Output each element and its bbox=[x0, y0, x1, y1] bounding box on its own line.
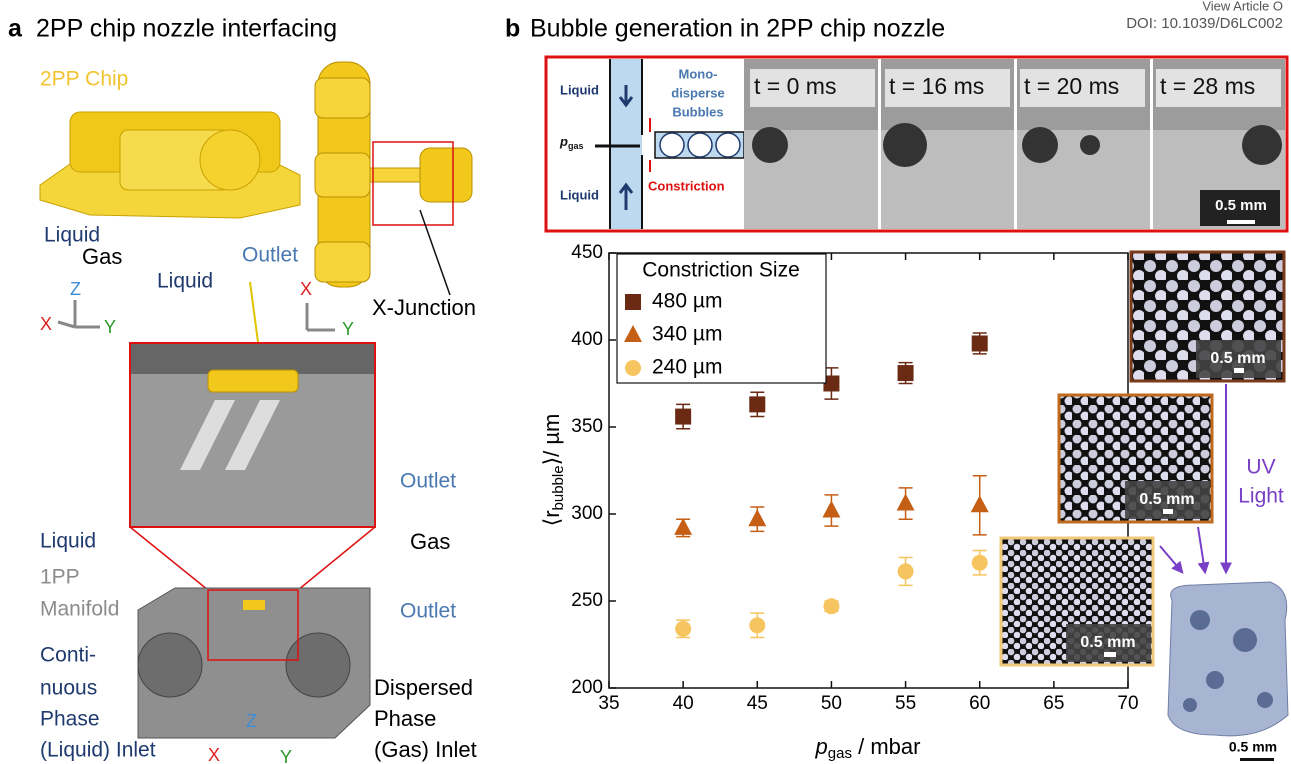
doi: DOI: 10.1039/D6LC002 bbox=[1126, 15, 1283, 32]
frame-time: t = 16 ms bbox=[889, 73, 984, 99]
inset-scale: 0.5 mm bbox=[1080, 634, 1135, 651]
chip-render bbox=[40, 112, 300, 218]
uv-label: Light bbox=[1238, 485, 1284, 508]
schematic-bubbles: disperse bbox=[671, 85, 724, 100]
axes-triad bbox=[58, 300, 100, 327]
y-tick-label: 350 bbox=[571, 416, 603, 437]
view-article: View Article O bbox=[1202, 0, 1283, 13]
closeup-liquid: Liquid bbox=[40, 530, 96, 553]
x-label: pgas / mbar bbox=[815, 734, 921, 762]
schematic-bubbles: Mono- bbox=[679, 66, 718, 81]
x-tick-label: 45 bbox=[747, 693, 768, 714]
marker bbox=[898, 365, 914, 381]
manifold-closeup bbox=[130, 343, 375, 590]
axis-z: Z bbox=[246, 711, 257, 731]
marker bbox=[749, 617, 765, 633]
panel-title: Bubble generation in 2PP chip nozzle bbox=[530, 15, 945, 43]
continuous-phase: (Liquid) Inlet bbox=[40, 739, 156, 762]
marker bbox=[625, 294, 641, 310]
x-tick-label: 70 bbox=[1117, 693, 1138, 714]
frame-time: t = 20 ms bbox=[1024, 73, 1119, 99]
x-label-rest: / mbar bbox=[852, 734, 920, 759]
manifold-outlet: Outlet bbox=[400, 600, 456, 623]
y-label-rest: ⟩/ µm bbox=[539, 414, 564, 466]
axis-x: X bbox=[40, 314, 52, 334]
manifold-label: Manifold bbox=[40, 598, 119, 621]
legend-label: 340 µm bbox=[652, 323, 722, 346]
marker bbox=[972, 555, 988, 571]
legend-label: 480 µm bbox=[652, 290, 722, 313]
legend-title: Constriction Size bbox=[642, 259, 800, 282]
chip-gas: Gas bbox=[82, 244, 122, 269]
continuous-phase: nuous bbox=[40, 677, 97, 700]
axis-x: X bbox=[208, 745, 220, 764]
chip-liquid: Liquid bbox=[157, 270, 213, 293]
x-label-sub: gas bbox=[828, 745, 852, 762]
chip-outlet: Outlet bbox=[242, 244, 298, 267]
manifold-label: 1PP bbox=[40, 566, 80, 589]
axis-y: Y bbox=[280, 747, 292, 764]
y-tick-label: 400 bbox=[571, 329, 603, 350]
frame-time: t = 28 ms bbox=[1160, 73, 1255, 99]
inset-scale: 0.5 mm bbox=[1210, 350, 1265, 367]
y-label-main: ⟨r bbox=[539, 510, 564, 526]
dispersed-phase: (Gas) Inlet bbox=[374, 737, 477, 762]
x-label-main: p bbox=[815, 734, 828, 759]
figure: View Article O DOI: 10.1039/D6LC002 a 2P… bbox=[0, 0, 1291, 764]
x-tick-label: 60 bbox=[969, 693, 990, 714]
axis-x: X bbox=[300, 279, 312, 299]
p-sub: gas bbox=[568, 141, 584, 151]
frame-time: t = 0 ms bbox=[754, 73, 836, 99]
marker bbox=[749, 396, 765, 412]
marker bbox=[675, 409, 691, 425]
axis-z: Z bbox=[70, 279, 81, 299]
marker bbox=[675, 621, 691, 637]
panel-title: 2PP chip nozzle interfacing bbox=[36, 15, 337, 43]
continuous-phase: Phase bbox=[40, 708, 100, 731]
p: p bbox=[559, 134, 568, 149]
dispersed-phase: Phase bbox=[374, 706, 436, 731]
dispersed-phase: Dispersed bbox=[374, 675, 473, 700]
junction-label: X-Junction bbox=[372, 295, 476, 320]
closeup-gas: Gas bbox=[410, 529, 450, 554]
y-tick-label: 250 bbox=[571, 590, 603, 611]
frame-scale: 0.5 mm bbox=[1215, 197, 1267, 214]
inset-scale: 0.5 mm bbox=[1139, 491, 1194, 508]
schematic-liquid: Liquid bbox=[560, 187, 599, 202]
axis-y: Y bbox=[104, 317, 116, 337]
x-tick-label: 65 bbox=[1043, 693, 1064, 714]
continuous-phase: Conti- bbox=[40, 644, 96, 667]
foam-scale: 0.5 mm bbox=[1229, 739, 1277, 755]
axis-y: Y bbox=[342, 319, 354, 339]
panel-letter: a bbox=[8, 15, 23, 43]
axes-triad bbox=[307, 303, 335, 330]
y-tick-label: 200 bbox=[571, 677, 603, 698]
legend-label: 240 µm bbox=[652, 356, 722, 379]
schematic-liquid: Liquid bbox=[560, 82, 599, 97]
y-label-sub: bubble bbox=[550, 465, 567, 510]
junction-render bbox=[250, 62, 472, 372]
schematic-constriction: Constriction bbox=[648, 178, 725, 193]
schematic-bubbles: Bubbles bbox=[672, 104, 723, 119]
marker bbox=[898, 563, 914, 579]
y-tick-label: 300 bbox=[571, 503, 603, 524]
x-tick-label: 55 bbox=[895, 693, 916, 714]
chip-label: 2PP Chip bbox=[40, 68, 128, 91]
x-tick-label: 40 bbox=[673, 693, 694, 714]
marker bbox=[972, 335, 988, 351]
panel-letter: b bbox=[505, 15, 520, 43]
y-label: ⟨rbubble⟩/ µm bbox=[539, 414, 567, 527]
x-tick-label: 50 bbox=[821, 693, 842, 714]
y-tick-label: 450 bbox=[571, 242, 603, 263]
marker bbox=[625, 360, 641, 376]
closeup-outlet: Outlet bbox=[400, 470, 456, 493]
uv-label: UV bbox=[1246, 456, 1275, 479]
marker bbox=[823, 598, 839, 614]
